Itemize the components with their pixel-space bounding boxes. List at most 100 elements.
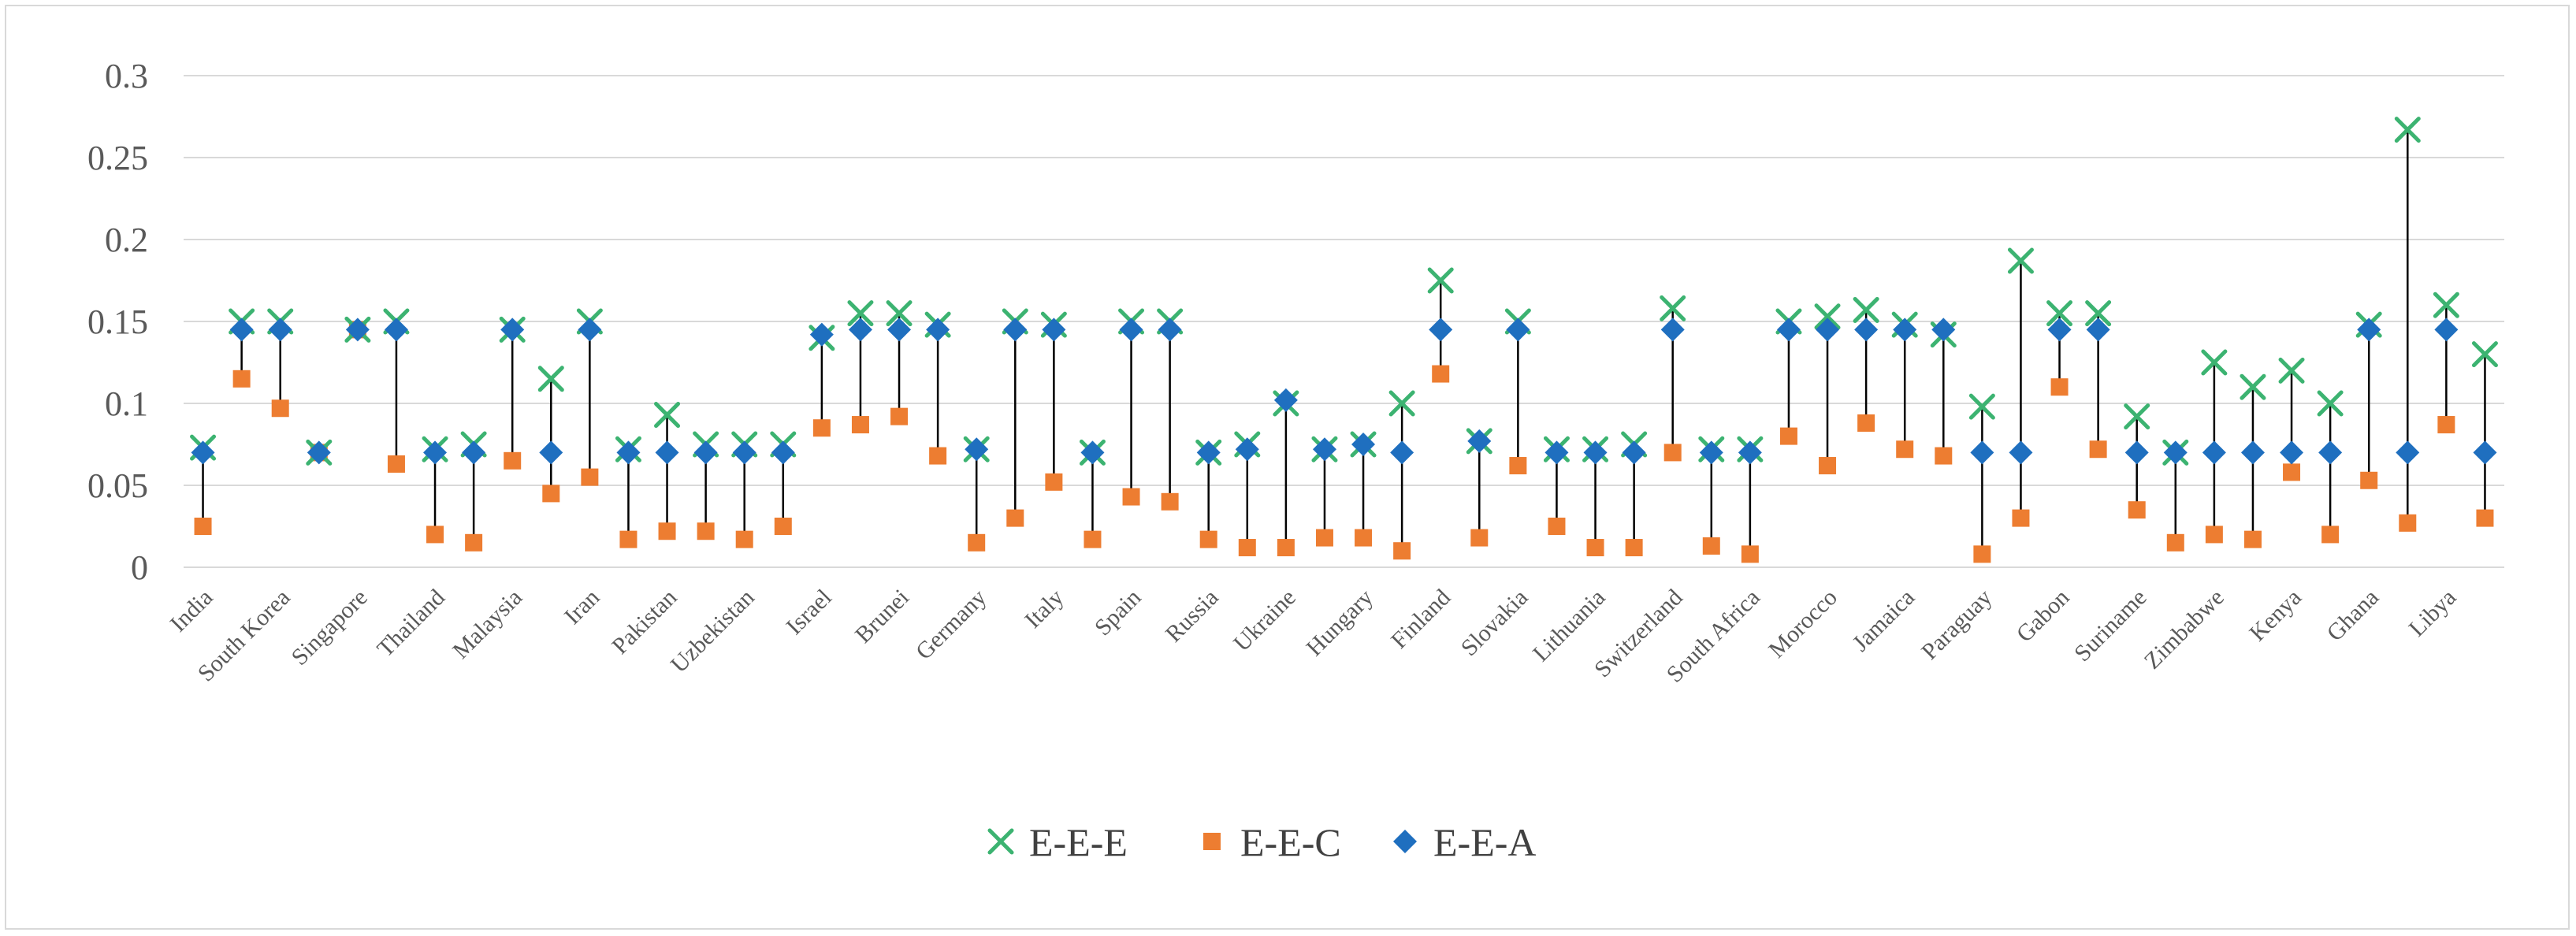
point-e-e-a <box>500 318 525 342</box>
point-e-e-a <box>1467 429 1492 453</box>
point-e-e-e <box>2201 349 2228 376</box>
x-tick-label: Finland <box>1386 585 1455 654</box>
point-e-e-c <box>2476 509 2494 527</box>
x-tick-label: Lithuania <box>1528 585 1611 667</box>
point-e-e-c <box>1006 509 1024 527</box>
point-e-e-e <box>654 402 681 429</box>
point-e-e-e <box>2124 403 2150 430</box>
point-e-e-c <box>1355 529 1373 547</box>
x-tick-label: Singapore <box>286 585 372 670</box>
point-e-e-c <box>929 447 947 465</box>
point-e-e-a <box>1854 318 1879 342</box>
point-e-e-a <box>2240 440 2265 465</box>
point-e-e-a <box>2280 440 2304 465</box>
point-e-e-a <box>1660 318 1685 342</box>
point-e-e-a <box>2009 440 2033 465</box>
marker-x-stroke <box>2007 247 2034 274</box>
marker-x-stroke <box>537 366 564 392</box>
point-e-e-c <box>1819 457 1837 475</box>
point-e-e-c <box>232 370 251 388</box>
point-e-e-c <box>387 455 405 473</box>
point-e-e-a <box>1196 440 1221 465</box>
point-e-e-e <box>537 366 564 392</box>
point-e-e-a <box>2318 440 2343 465</box>
point-e-e-a <box>539 440 563 465</box>
point-e-e-c <box>426 526 444 544</box>
point-e-e-c <box>774 518 792 535</box>
point-e-e-a <box>1506 318 1530 342</box>
legend-label: E-E-E <box>1029 820 1128 864</box>
point-e-e-e <box>847 300 874 327</box>
point-e-e-c <box>1084 530 1102 548</box>
point-e-e-e <box>1660 295 1686 321</box>
point-e-e-a <box>229 318 254 342</box>
point-e-e-c <box>1663 444 1682 462</box>
point-e-e-e <box>1968 393 1995 420</box>
marker-x-stroke <box>1427 267 1454 294</box>
point-e-e-c <box>1199 530 1217 548</box>
point-e-e-a <box>2124 440 2149 465</box>
data-markers <box>190 117 2498 563</box>
point-e-e-a <box>191 440 215 465</box>
marker-x-stroke <box>1660 295 1686 321</box>
point-e-e-c <box>1779 427 1797 445</box>
point-e-e-e <box>886 300 913 327</box>
point-e-e-a <box>809 322 834 347</box>
y-axis-ticks: 0 0.05 0.1 0.15 0.2 0.25 0.3 <box>87 57 148 587</box>
point-e-e-c <box>1625 539 1643 557</box>
x-tick-label: Iran <box>559 585 604 630</box>
y-tick-label: 0.1 <box>105 384 148 423</box>
point-e-e-c <box>1509 457 1527 475</box>
marker-x-stroke <box>2394 117 2421 143</box>
point-e-e-c <box>1741 545 1759 563</box>
point-e-e-c <box>2283 463 2301 481</box>
x-tick-label: Paraguay <box>1916 585 1997 665</box>
marker-x-stroke <box>2201 349 2228 376</box>
point-e-e-e <box>2085 300 2112 327</box>
gridlines <box>184 75 2504 568</box>
x-tick-label: Russia <box>1161 585 1224 648</box>
y-tick-label: 0.25 <box>87 139 148 177</box>
point-e-e-a <box>578 318 602 342</box>
point-e-e-a <box>1738 440 1762 465</box>
point-e-e-c <box>1161 492 1179 511</box>
point-e-e-c <box>1238 539 1256 557</box>
point-e-e-c <box>1935 447 1953 465</box>
x-tick-label: Pakistan <box>607 585 682 659</box>
point-e-e-c <box>2321 526 2340 544</box>
marker-x-stroke <box>1853 296 1879 323</box>
point-e-e-a <box>1235 437 1259 462</box>
point-e-e-a <box>2086 318 2110 342</box>
point-e-e-a <box>1970 440 1994 465</box>
point-e-e-c <box>2399 514 2417 532</box>
point-e-e-a <box>1312 437 1336 462</box>
point-e-e-a <box>693 440 718 465</box>
point-e-e-c <box>465 533 483 552</box>
point-e-e-a <box>616 440 641 465</box>
marker-x-stroke <box>2317 390 2344 417</box>
marker-x-stroke <box>847 300 874 327</box>
point-e-e-c <box>2360 471 2378 489</box>
point-e-e-c <box>2050 378 2069 396</box>
point-e-e-c <box>504 451 522 470</box>
point-e-e-c <box>1857 414 1875 432</box>
point-e-e-a <box>2357 318 2381 342</box>
x-tick-label: Malaysia <box>448 585 527 664</box>
point-e-e-a <box>2047 318 2072 342</box>
x-tick-label: Thailand <box>372 585 450 663</box>
x-tick-label: Uzbekistan <box>666 585 760 678</box>
x-tick-label: Kenya <box>2244 585 2307 647</box>
point-e-e-e <box>2240 373 2266 400</box>
point-e-e-a <box>1351 433 1376 456</box>
point-e-e-a <box>926 318 950 342</box>
point-e-e-e <box>2317 390 2344 417</box>
point-e-e-e <box>1853 296 1879 323</box>
point-e-e-c <box>697 522 715 540</box>
point-e-e-a <box>1158 318 1182 342</box>
point-e-e-e <box>2046 300 2073 327</box>
point-e-e-a <box>462 440 486 465</box>
point-e-e-c <box>1277 539 1295 557</box>
legend-marker <box>1203 833 1221 850</box>
point-e-e-a <box>345 318 370 342</box>
point-e-e-c <box>1586 539 1604 557</box>
